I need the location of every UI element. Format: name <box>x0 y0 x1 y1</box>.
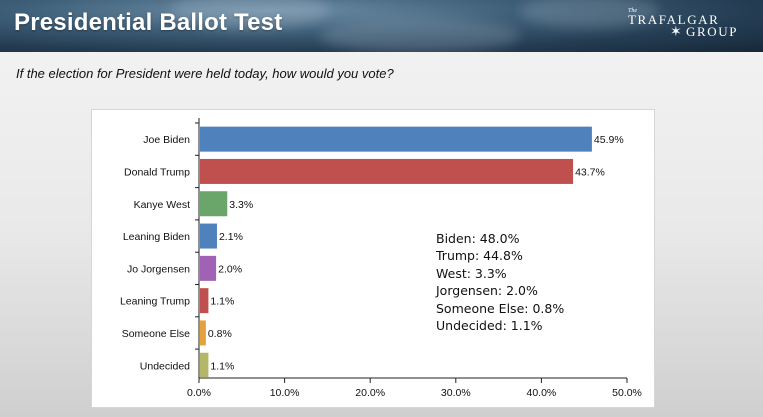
data-label: 0.8% <box>208 328 232 340</box>
category-label: Leaning Trump <box>120 296 190 308</box>
x-tick-label: 40.0% <box>527 387 557 399</box>
data-label: 2.1% <box>219 231 243 243</box>
x-tick-label: 20.0% <box>355 387 385 399</box>
category-label: Jo Jorgensen <box>127 263 190 275</box>
x-tick-label: 50.0% <box>612 387 642 399</box>
bar-joe-biden <box>200 126 592 152</box>
bar-jo-jorgensen <box>200 255 217 281</box>
trafalgar-group-logo: The TRAFALGAR ✶ GROUP <box>626 8 758 48</box>
logo-line-2: GROUP <box>686 24 739 39</box>
data-label: 2.0% <box>218 263 242 275</box>
page-title: Presidential Ballot Test <box>14 9 283 36</box>
category-label: Kanye West <box>134 199 190 211</box>
category-label: Someone Else <box>122 328 190 340</box>
category-label: Undecided <box>140 360 190 372</box>
summary-line-jorgensen: Jorgensen: 2.0% <box>436 283 538 299</box>
compass-star-icon: ✶ <box>670 25 682 40</box>
summary-line-biden: Biden: 48.0% <box>436 231 520 246</box>
logo-line-1: TRAFALGAR <box>628 12 720 27</box>
summary-line-trump: Trump: 44.8% <box>436 248 523 264</box>
bar-leaning-trump <box>200 288 209 314</box>
category-label: Leaning Biden <box>123 231 190 243</box>
data-label: 3.3% <box>229 199 253 211</box>
bar-leaning-biden <box>200 223 217 249</box>
ballot-bar-chart: Joe Biden 45.9% Donald Trump 43.7% Kanye Wes… <box>120 118 642 399</box>
x-tick-label: 0.0% <box>187 387 211 399</box>
bar-kanye-west <box>200 191 228 217</box>
bar-undecided <box>200 352 209 378</box>
results-summary: Biden: 48.0% Trump: 44.8% West: 3.3% Jor… <box>436 230 564 334</box>
category-label: Joe Biden <box>143 134 190 146</box>
data-label: 1.1% <box>210 296 234 308</box>
summary-line-someone-else: Someone Else: 0.8% <box>436 300 565 316</box>
category-label: Donald Trump <box>124 166 190 178</box>
survey-question: If the election for President were held … <box>16 66 394 81</box>
summary-line-undecided: Undecided: 1.1% <box>436 318 543 334</box>
bar-donald-trump <box>200 158 574 184</box>
bar-someone-else <box>200 320 206 346</box>
logo-the-text: The <box>628 8 637 14</box>
data-label: 43.7% <box>575 166 605 178</box>
chart-panel: Joe Biden 45.9% Donald Trump 43.7% Kanye Wes… <box>91 109 655 408</box>
data-label: 45.9% <box>594 134 624 146</box>
data-label: 1.1% <box>210 360 234 372</box>
summary-line-west: West: 3.3% <box>436 265 507 281</box>
x-tick-label: 30.0% <box>441 387 471 399</box>
header-banner: Presidential Ballot Test The TRAFALGAR ✶… <box>0 0 763 52</box>
x-tick-label: 10.0% <box>270 387 300 399</box>
